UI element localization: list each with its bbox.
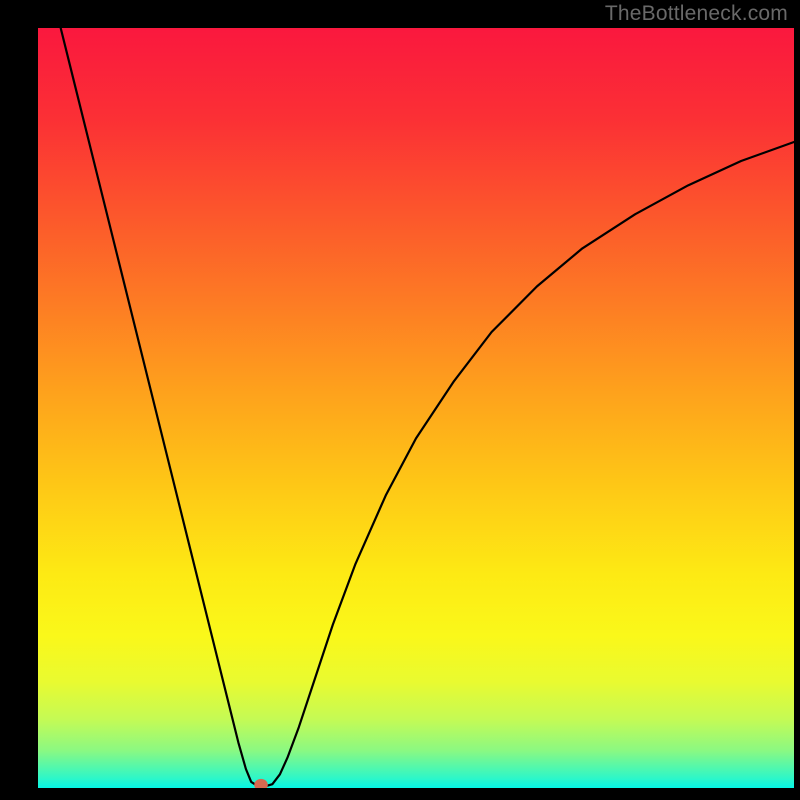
plot-svg — [38, 28, 794, 788]
attribution-watermark: TheBottleneck.com — [605, 2, 788, 26]
plot-area — [38, 28, 794, 788]
plot-background — [38, 28, 794, 788]
chart-container: TheBottleneck.com — [0, 0, 800, 800]
